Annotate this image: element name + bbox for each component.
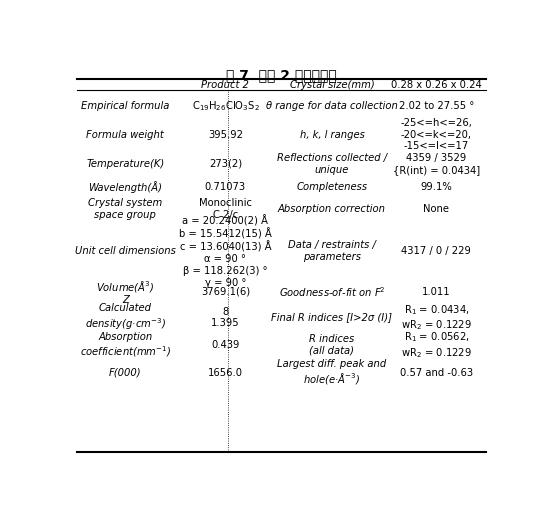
Text: -25<=h<=26,
-20<=k<=20,
-15<=l<=17: -25<=h<=26, -20<=k<=20, -15<=l<=17 <box>400 118 472 151</box>
Text: 395.92: 395.92 <box>208 130 243 140</box>
Text: 4359 / 3529
{R(int) = 0.0434]: 4359 / 3529 {R(int) = 0.0434] <box>393 153 480 174</box>
Text: Goodness-of-fit on F$^2$: Goodness-of-fit on F$^2$ <box>279 285 386 299</box>
Text: 1.011: 1.011 <box>422 287 450 297</box>
Text: Formula weight: Formula weight <box>86 130 164 140</box>
Text: 1656.0: 1656.0 <box>208 368 243 378</box>
Text: R$_1$ = 0.0434,
wR$_2$ = 0.1229: R$_1$ = 0.0434, wR$_2$ = 0.1229 <box>401 303 472 332</box>
Text: Product 2: Product 2 <box>201 80 249 90</box>
Text: θ range for data collection: θ range for data collection <box>266 101 398 111</box>
Text: Completeness: Completeness <box>296 182 367 192</box>
Text: 0.28 x 0.26 x 0.24: 0.28 x 0.26 x 0.24 <box>391 80 482 90</box>
Text: 8
1.395: 8 1.395 <box>211 307 240 328</box>
Text: Absorption
coefficient(mm$^{-1}$): Absorption coefficient(mm$^{-1}$) <box>80 331 171 359</box>
Text: 0.57 and -0.63: 0.57 and -0.63 <box>400 368 473 378</box>
Text: None: None <box>424 204 449 214</box>
Text: R indices
(all data): R indices (all data) <box>309 334 355 356</box>
Text: 表 7  产物 2 的晶体数据: 表 7 产物 2 的晶体数据 <box>227 69 337 83</box>
Text: 4317 / 0 / 229: 4317 / 0 / 229 <box>402 246 471 256</box>
Text: h, k, l ranges: h, k, l ranges <box>300 130 365 140</box>
Text: Monoclinic
C 2/c: Monoclinic C 2/c <box>199 199 252 220</box>
Text: Crystal size(mm): Crystal size(mm) <box>290 80 375 90</box>
Text: 3769.1(6): 3769.1(6) <box>201 287 250 297</box>
Text: Largest diff. peak and
hole(e·Å$^{-3}$): Largest diff. peak and hole(e·Å$^{-3}$) <box>277 359 387 386</box>
Text: 2.02 to 27.55 °: 2.02 to 27.55 ° <box>399 101 474 111</box>
Text: Data / restraints /
parameters: Data / restraints / parameters <box>288 241 376 262</box>
Text: R$_1$ = 0.0562,
wR$_2$ = 0.1229: R$_1$ = 0.0562, wR$_2$ = 0.1229 <box>401 330 472 360</box>
Text: Wavelength(Å): Wavelength(Å) <box>88 181 162 193</box>
Text: 99.1%: 99.1% <box>421 182 452 192</box>
Text: F(000): F(000) <box>109 368 141 378</box>
Text: Unit cell dimensions: Unit cell dimensions <box>75 246 175 256</box>
Text: C$_{19}$H$_{26}$ClO$_3$S$_2$: C$_{19}$H$_{26}$ClO$_3$S$_2$ <box>191 99 259 113</box>
Text: 273(2): 273(2) <box>209 159 242 169</box>
Text: 0.71073: 0.71073 <box>205 182 246 192</box>
Text: Reflections collected /
unique: Reflections collected / unique <box>277 153 387 174</box>
Text: Final R indices [I>2σ (I)]: Final R indices [I>2σ (I)] <box>272 312 393 323</box>
Text: Temperature(K): Temperature(K) <box>86 159 164 169</box>
Text: Calculated
density(g·cm$^{-3}$): Calculated density(g·cm$^{-3}$) <box>85 304 166 331</box>
Text: Empirical formula: Empirical formula <box>81 101 169 111</box>
Text: a = 20.2400(2) Å
b = 15.5412(15) Å
c = 13.6040(13) Å
α = 90 °
β = 118.262(3) °
γ: a = 20.2400(2) Å b = 15.5412(15) Å c = 1… <box>179 215 272 288</box>
Text: 0.439: 0.439 <box>211 340 240 350</box>
Text: Volume(Å$^3$)
Z: Volume(Å$^3$) Z <box>96 279 155 305</box>
Text: Absorption correction: Absorption correction <box>278 204 386 214</box>
Text: Crystal system
space group: Crystal system space group <box>88 199 162 220</box>
